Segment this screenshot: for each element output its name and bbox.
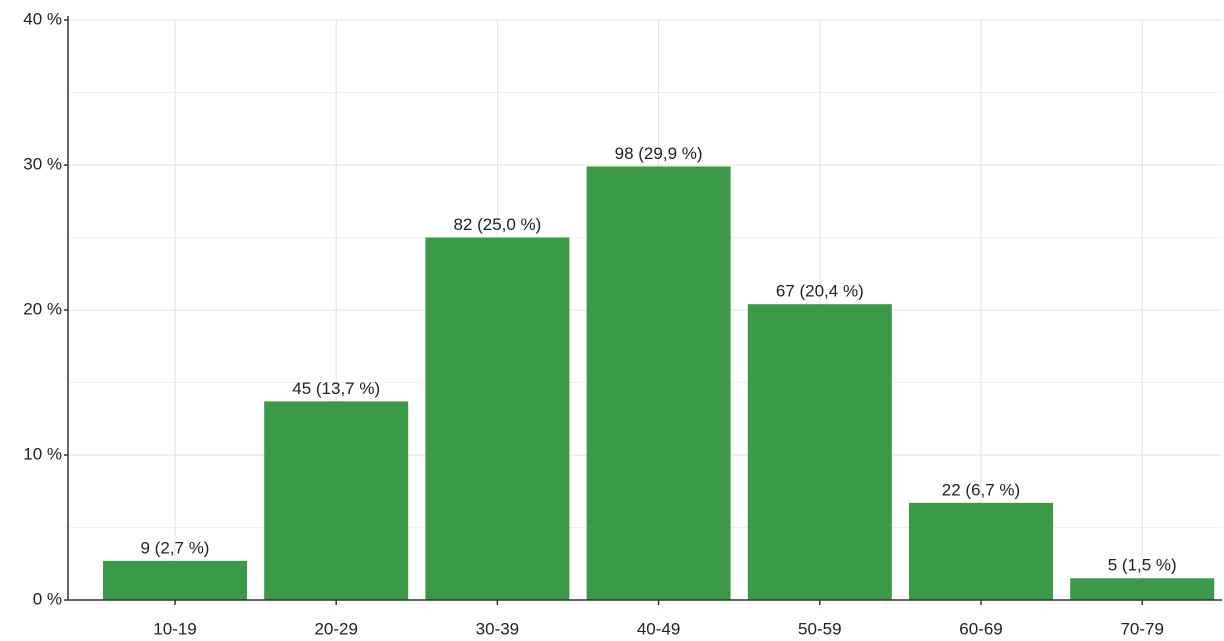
value-label: 5 (1,5 %) — [1108, 556, 1177, 575]
x-tick-label: 60-69 — [959, 619, 1002, 638]
bar — [1070, 578, 1215, 600]
bar — [586, 166, 731, 600]
bar — [747, 304, 892, 600]
x-tick-label: 20-29 — [314, 619, 357, 638]
y-tick-label: 0 % — [33, 589, 62, 608]
value-label: 45 (13,7 %) — [292, 379, 380, 398]
x-tick-label: 50-59 — [798, 619, 841, 638]
value-label: 22 (6,7 %) — [942, 480, 1020, 499]
value-label: 82 (25,0 %) — [453, 215, 541, 234]
y-tick-label: 20 % — [23, 299, 62, 318]
y-tick-label: 10 % — [23, 444, 62, 463]
x-tick-label: 10-19 — [153, 619, 196, 638]
value-label: 9 (2,7 %) — [141, 538, 210, 557]
x-tick-label: 70-79 — [1120, 619, 1163, 638]
bar — [909, 502, 1053, 600]
x-tick-label: 40-49 — [637, 619, 680, 638]
bar — [103, 560, 247, 600]
value-label: 67 (20,4 %) — [776, 282, 864, 301]
x-tick-label: 30-39 — [476, 619, 519, 638]
bar — [264, 401, 409, 600]
value-label: 98 (29,9 %) — [615, 144, 703, 163]
y-tick-label: 40 % — [23, 9, 62, 28]
y-tick-label: 30 % — [23, 154, 62, 173]
bar — [425, 237, 570, 600]
